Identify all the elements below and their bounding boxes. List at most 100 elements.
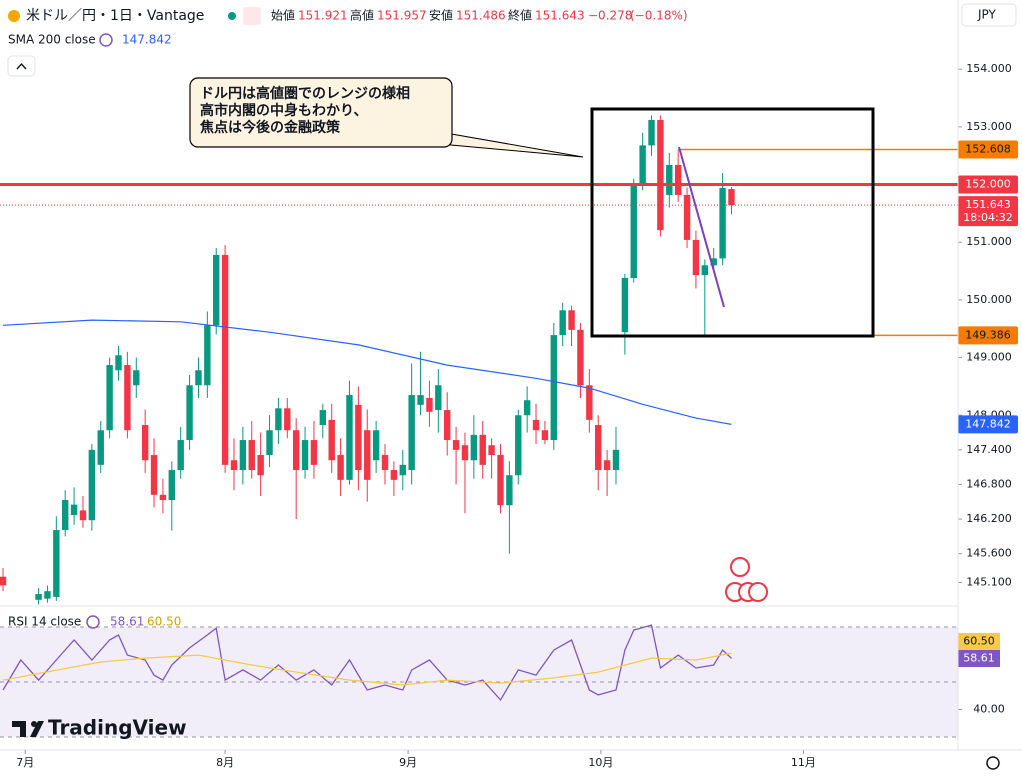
candle-body: [390, 470, 398, 480]
y-tick-label: 146.800: [966, 477, 1012, 490]
collapse-icon: [16, 62, 27, 70]
rsi-ma-value: 60.50: [147, 615, 181, 629]
last-price-label: 151.643: [965, 198, 1011, 211]
candle-body: [612, 449, 620, 471]
candle-body: [648, 119, 655, 146]
ohlc-label: 始値: [271, 8, 295, 23]
candle-body: [568, 310, 575, 330]
level-label: 149.386: [965, 328, 1011, 341]
sma-line: [2, 319, 732, 425]
callout-text: ドル円は高値圏でのレンジの様相: [200, 85, 410, 102]
candle-body: [328, 419, 335, 461]
event-icon[interactable]: [730, 557, 750, 577]
callout: [189, 77, 453, 148]
ohlc-value: 151.957: [377, 9, 427, 23]
candle-body: [497, 455, 504, 506]
y-tick-label: 147.400: [966, 443, 1012, 456]
logo: TradingView: [12, 716, 187, 740]
candle-body: [399, 464, 406, 476]
candle-body: [443, 410, 451, 441]
ohlc-value: 151.643: [535, 9, 585, 23]
rsi-name[interactable]: RSI 14 close: [8, 615, 81, 629]
y-tick-label: 153.000: [966, 120, 1012, 133]
candle-body: [177, 440, 184, 471]
candle-body: [710, 258, 717, 266]
candle-body: [53, 530, 60, 597]
candle-body: [44, 591, 51, 599]
event-icon[interactable]: [748, 582, 768, 602]
y-tick-label: 154.000: [966, 62, 1012, 75]
sma-label-bg: [958, 415, 1018, 434]
candle-body: [355, 404, 362, 471]
collapse-button[interactable]: [7, 55, 36, 77]
y-tick-label: 145.600: [966, 547, 1012, 560]
candle-body: [337, 455, 344, 480]
last-price-bg: [958, 196, 1018, 227]
currency-button[interactable]: [961, 3, 1017, 27]
candle-body: [381, 455, 389, 471]
rsi-pane: 40.00 60.50 58.61: [0, 624, 1005, 738]
x-tick-label: 9月: [399, 756, 417, 769]
candle-body: [550, 335, 557, 441]
candle-body: [346, 395, 353, 480]
candle-body: [515, 415, 522, 476]
price-label: 58.61: [963, 652, 995, 665]
status-dot: [228, 12, 236, 20]
candle-body: [195, 370, 202, 386]
candle-body: [372, 430, 380, 461]
candle-body: [284, 408, 291, 431]
indicator-name[interactable]: SMA 200 close: [8, 33, 96, 47]
candle-body: [470, 434, 478, 461]
rsi-line: [2, 652, 732, 686]
candle-body: [719, 188, 726, 259]
candle-body: [79, 510, 87, 521]
candle-body: [221, 254, 229, 465]
sma-label: 147.842: [965, 417, 1011, 430]
candle-body: [479, 434, 486, 465]
y-tick-label: 146.200: [966, 512, 1012, 525]
price-label: 60.50: [963, 635, 995, 648]
candle-body: [523, 400, 531, 416]
candle-body: [213, 254, 220, 326]
price-label-bg: [958, 650, 1000, 667]
candle-body: [204, 325, 211, 386]
rsi-value: 58.61: [110, 615, 144, 629]
candle-body: [488, 445, 495, 456]
candle-body: [595, 425, 602, 471]
candle-body: [426, 397, 433, 412]
candle-body: [168, 470, 176, 501]
settings-icon[interactable]: [986, 756, 1000, 770]
candle-body: [301, 440, 309, 471]
y-tick-label: 150.000: [966, 293, 1012, 306]
callout-text: 焦点は今後の金融政策: [199, 119, 341, 136]
candle-body: [692, 239, 700, 276]
countdown: 18:04:32: [963, 211, 1012, 224]
candle-body: [408, 395, 415, 471]
ohlc-value: 151.921: [298, 9, 348, 23]
candle-body: [630, 185, 637, 278]
candle-body: [266, 430, 273, 456]
price-label-bg: [958, 633, 1000, 650]
ohlc-label: 安値: [429, 8, 453, 23]
y-tick-label: 145.100: [966, 576, 1012, 589]
candle-body: [257, 455, 264, 476]
rsi-line: [2, 624, 732, 701]
indicator-icon: [99, 33, 113, 47]
x-tick-label: 7月: [16, 756, 34, 769]
candle-body: [292, 430, 300, 471]
candle-body: [70, 504, 78, 516]
ohlc-label: 終値: [508, 8, 532, 23]
candle-body: [115, 355, 122, 371]
candle-body: [701, 265, 709, 276]
x-tick-label: 8月: [216, 756, 234, 769]
candle-body: [35, 594, 42, 600]
symbol-title[interactable]: 米ドル／円・1日・Vantage: [26, 8, 204, 24]
candle-body: [319, 410, 327, 426]
candle-body: [506, 475, 513, 506]
change: −0.278: [588, 9, 632, 23]
y-tick-label: 149.000: [966, 351, 1012, 364]
candle-body: [639, 145, 646, 186]
candle-body: [417, 395, 424, 405]
level-label-bg: [958, 326, 1018, 345]
